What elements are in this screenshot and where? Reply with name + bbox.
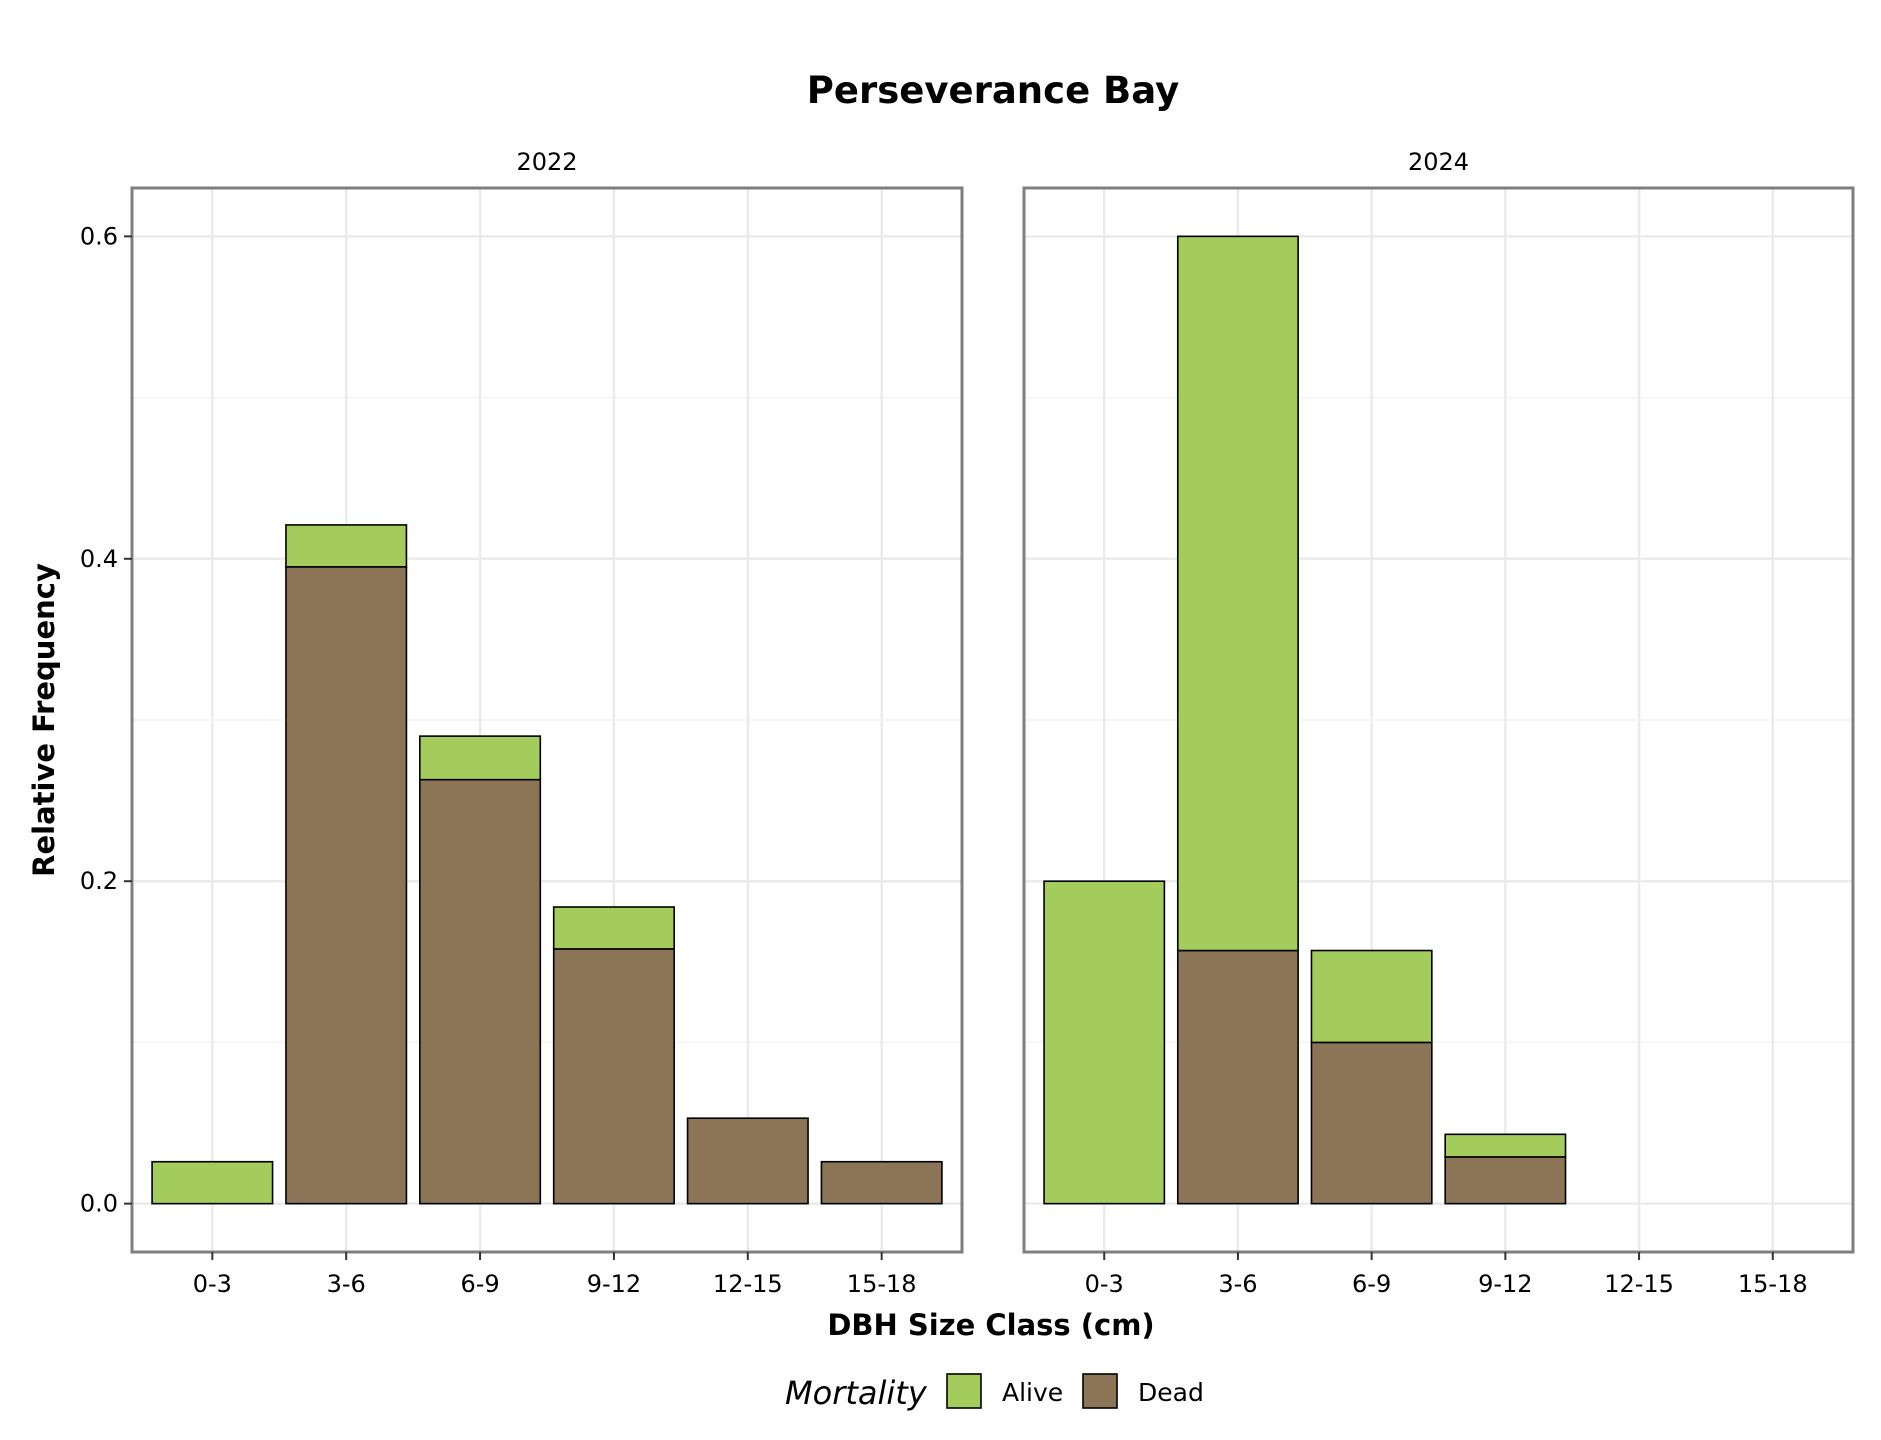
panel-2022: 2022 0-3 3-6 6-9 9-12 12-15 15-18 0.0 0.2 0.4 0.6 xyxy=(80,148,964,1298)
panel-label: 2024 xyxy=(1408,148,1469,176)
bar-alive-3-6 xyxy=(285,524,408,568)
y-tick-label: 0.4 xyxy=(80,545,118,573)
x-tick-label: 12-15 xyxy=(713,1270,783,1298)
bar-dead-3-6 xyxy=(285,566,408,1205)
bar-alive-0-3 xyxy=(1043,880,1166,1205)
x-tick-label: 6-9 xyxy=(460,1270,499,1298)
legend-label-dead: Dead xyxy=(1138,1378,1204,1407)
bar-alive-9-12 xyxy=(552,906,675,950)
x-tick-label: 3-6 xyxy=(327,1270,366,1298)
legend-swatch-alive xyxy=(946,1373,982,1409)
panel-border xyxy=(1022,186,1855,1254)
bar-alive-0-3 xyxy=(151,1160,274,1205)
bar-alive-3-6 xyxy=(1176,235,1299,952)
bar-dead-12-15 xyxy=(686,1117,809,1205)
y-tick-label: 0.6 xyxy=(80,222,118,250)
bar-alive-9-12 xyxy=(1444,1133,1567,1158)
x-tick-label: 0-3 xyxy=(1085,1270,1124,1298)
x-tick-label: 12-15 xyxy=(1604,1270,1674,1298)
y-axis-title: Relative Frequency xyxy=(27,563,61,877)
x-axis-title: DBH Size Class (cm) xyxy=(827,1308,1154,1342)
bar-dead-6-9 xyxy=(419,778,542,1205)
bar-dead-3-6 xyxy=(1176,949,1299,1205)
chart-title: Perseverance Bay xyxy=(807,69,1179,112)
x-tick-label: 0-3 xyxy=(193,1270,232,1298)
legend-swatch-dead xyxy=(1082,1373,1118,1409)
bar-alive-6-9 xyxy=(1310,949,1433,1044)
bar-dead-9-12 xyxy=(1444,1156,1567,1205)
x-tick-label: 9-12 xyxy=(587,1270,641,1298)
bar-dead-15-18 xyxy=(820,1160,943,1205)
legend-label-alive: Alive xyxy=(1002,1378,1063,1407)
panel-border xyxy=(130,186,964,1254)
y-tick-label: 0.0 xyxy=(80,1190,118,1218)
x-tick-label: 9-12 xyxy=(1478,1270,1532,1298)
panel-label: 2022 xyxy=(516,148,577,176)
y-tick-label: 0.2 xyxy=(80,867,118,895)
x-tick-label: 3-6 xyxy=(1218,1270,1257,1298)
legend: Mortality Alive Dead xyxy=(785,1373,1204,1412)
bar-dead-9-12 xyxy=(552,948,675,1205)
legend-title: Mortality xyxy=(785,1374,928,1412)
x-tick-label: 15-18 xyxy=(1738,1270,1808,1298)
x-tick-label: 15-18 xyxy=(847,1270,917,1298)
bar-dead-6-9 xyxy=(1310,1041,1433,1205)
panel-2024: 2024 0-3 3-6 6-9 9-12 12-15 15-18 xyxy=(1022,148,1855,1298)
bar-alive-6-9 xyxy=(419,735,542,781)
x-tick-label: 6-9 xyxy=(1352,1270,1391,1298)
